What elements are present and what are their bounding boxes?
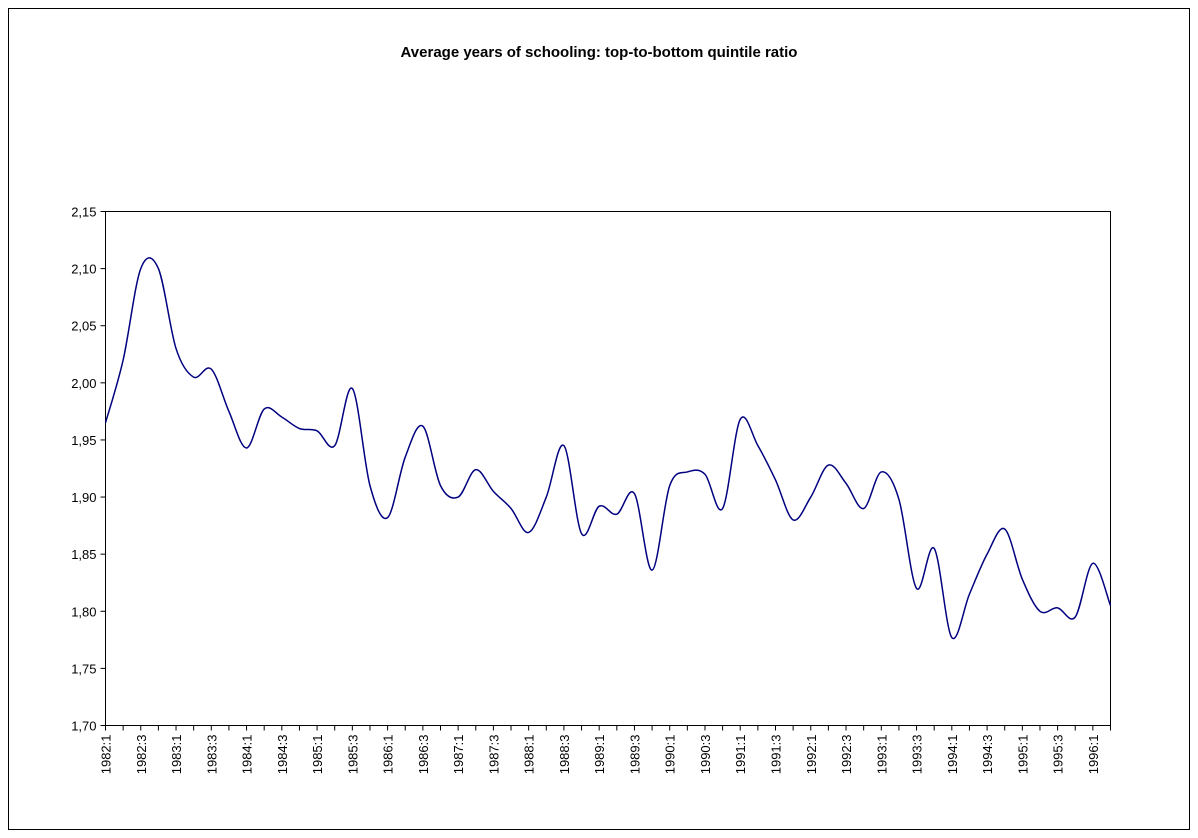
y-tick-label: 1,75 [71, 661, 96, 676]
data-line [104, 257, 1112, 640]
y-tick-label: 2,10 [71, 262, 96, 277]
x-tick-label: 1995:1 [1015, 735, 1030, 775]
x-tick-label: 1983:1 [169, 735, 184, 775]
y-tick-label: 1,70 [71, 719, 96, 734]
y-tick-label: 1,95 [71, 433, 96, 448]
x-tick-label: 1987:1 [451, 735, 466, 775]
x-tick-label: 1990:1 [663, 735, 678, 775]
chart-frame [8, 8, 1190, 830]
x-tick-label: 1983:3 [204, 735, 219, 775]
x-tick-label: 1992:3 [839, 735, 854, 775]
y-tick-label: 2,05 [71, 319, 96, 334]
x-tick-label: 1990:3 [698, 735, 713, 775]
x-tick-label: 1995:3 [1051, 735, 1066, 775]
x-tick-label: 1994:3 [980, 734, 995, 774]
x-tick-label: 1993:1 [874, 735, 889, 775]
plot-area [105, 211, 1111, 726]
x-tick-label: 1986:1 [381, 735, 396, 775]
x-tick-label: 1989:3 [627, 735, 642, 775]
x-tick-label: 1986:3 [416, 735, 431, 775]
x-tick-label: 1984:3 [275, 735, 290, 775]
x-tick-label: 1996:1 [1086, 735, 1101, 775]
x-tick-label: 1982:3 [134, 735, 149, 775]
x-tick-label: 1989:1 [592, 735, 607, 775]
y-tick-label: 1,90 [71, 490, 96, 505]
x-tick-label: 1993:3 [910, 735, 925, 775]
chart-title: Average years of schooling: top-to-botto… [401, 44, 798, 61]
x-tick-label: 1991:3 [769, 735, 784, 775]
x-tick-label: 1994:1 [945, 735, 960, 775]
x-tick-label: 1988:3 [557, 735, 572, 775]
x-tick-label: 1988:1 [522, 735, 537, 775]
y-tick-label: 1,80 [71, 604, 96, 619]
x-tick-label: 1991:1 [733, 735, 748, 775]
x-tick-label: 1985:3 [345, 735, 360, 775]
y-tick-label: 1,85 [71, 547, 96, 562]
x-tick-label: 1982:1 [99, 735, 114, 775]
x-tick-label: 1987:3 [486, 735, 501, 775]
x-tick-label: 1992:1 [804, 735, 819, 775]
x-tick-label: 1984:1 [240, 735, 255, 775]
x-tick-label: 1985:1 [310, 735, 325, 775]
y-tick-label: 2,00 [71, 376, 96, 391]
y-tick-label: 2,15 [71, 205, 96, 220]
